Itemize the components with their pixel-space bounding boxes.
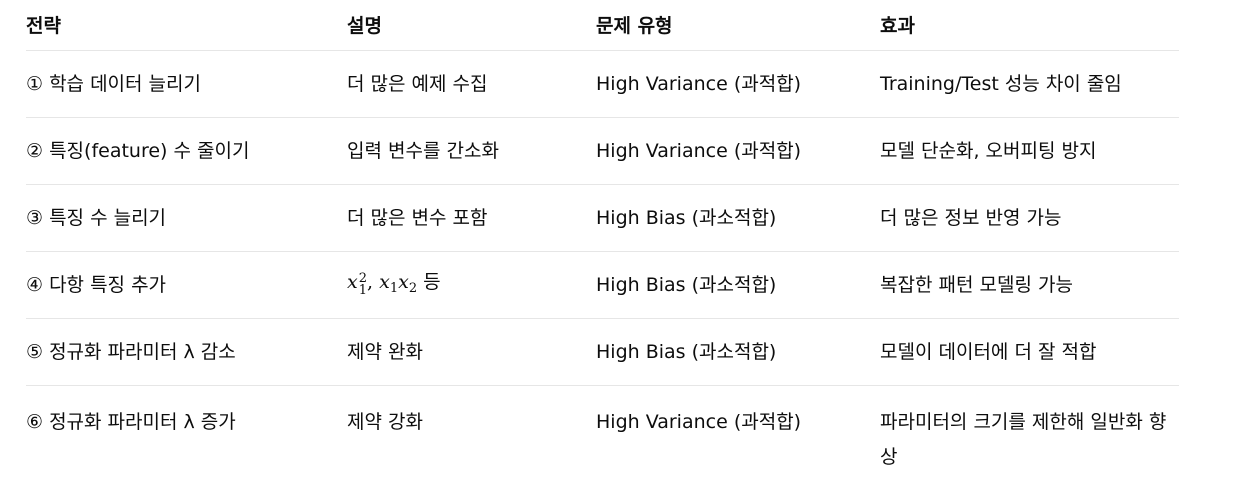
table-row: ⑤ 정규화 파라미터 λ 감소 제약 완화 High Bias (과소적합) 모… [26, 319, 1179, 386]
effect-cell: 복잡한 패턴 모델링 가능 [880, 273, 1073, 296]
strategy-cell: ⑥ 정규화 파라미터 λ 증가 [26, 411, 236, 433]
math-var: x [398, 270, 409, 293]
math-separator: , [367, 270, 374, 293]
math-sup: 2 [358, 270, 367, 286]
math-sub: 2 [408, 280, 418, 296]
problem-type-cell: High Bias (과소적합) [596, 206, 777, 229]
effect-cell: Training/Test 성능 차이 줄임 [880, 72, 1122, 95]
strategy-table: 전략 설명 문제 유형 효과 ① 학습 데이터 늘리기 더 많은 예제 수집 H… [26, 0, 1179, 468]
description-cell: 더 많은 예제 수집 [347, 72, 488, 95]
table-row: ① 학습 데이터 늘리기 더 많은 예제 수집 High Variance (과… [26, 51, 1179, 118]
math-sub: 1 [358, 282, 367, 298]
problem-type-cell: High Variance (과적합) [596, 411, 802, 433]
header-description: 설명 [347, 14, 382, 37]
table-row: ② 특징(feature) 수 줄이기 입력 변수를 간소화 High Vari… [26, 118, 1179, 185]
strategy-cell: ⑤ 정규화 파라미터 λ 감소 [26, 340, 236, 363]
strategy-cell: ① 학습 데이터 늘리기 [26, 72, 201, 95]
description-cell: 더 많은 변수 포함 [347, 206, 488, 229]
math-var: x [379, 270, 390, 293]
header-effect: 효과 [880, 14, 915, 37]
math-suffix: 등 [423, 270, 441, 293]
effect-cell: 더 많은 정보 반영 가능 [880, 206, 1062, 229]
math-sub: 1 [389, 280, 399, 296]
description-cell: 입력 변수를 간소화 [347, 139, 499, 162]
effect-cell: 파라미터의 크기를 제한해 일반화 향상 [880, 411, 1167, 468]
strategy-cell: ③ 특징 수 늘리기 [26, 206, 167, 229]
header-problem-type: 문제 유형 [596, 14, 673, 37]
problem-type-cell: High Bias (과소적합) [596, 273, 777, 296]
effect-cell: 모델이 데이터에 더 잘 적합 [880, 340, 1097, 363]
strategy-cell: ④ 다항 특징 추가 [26, 273, 167, 296]
description-cell: 제약 완화 [347, 340, 423, 363]
effect-cell: 모델 단순화, 오버피팅 방지 [880, 139, 1097, 162]
description-cell: 제약 강화 [347, 411, 423, 433]
problem-type-cell: High Bias (과소적합) [596, 340, 777, 363]
math-var: x [347, 270, 358, 293]
problem-type-cell: High Variance (과적합) [596, 72, 802, 95]
problem-type-cell: High Variance (과적합) [596, 139, 802, 162]
table-row: ③ 특징 수 늘리기 더 많은 변수 포함 High Bias (과소적합) 더… [26, 185, 1179, 252]
header-strategy: 전략 [26, 14, 61, 37]
strategy-cell: ② 특징(feature) 수 줄이기 [26, 139, 250, 162]
table-row: ⑥ 정규화 파라미터 λ 증가 제약 강화 High Variance (과적합… [26, 386, 1179, 468]
table-header-row: 전략 설명 문제 유형 효과 [26, 0, 1179, 51]
